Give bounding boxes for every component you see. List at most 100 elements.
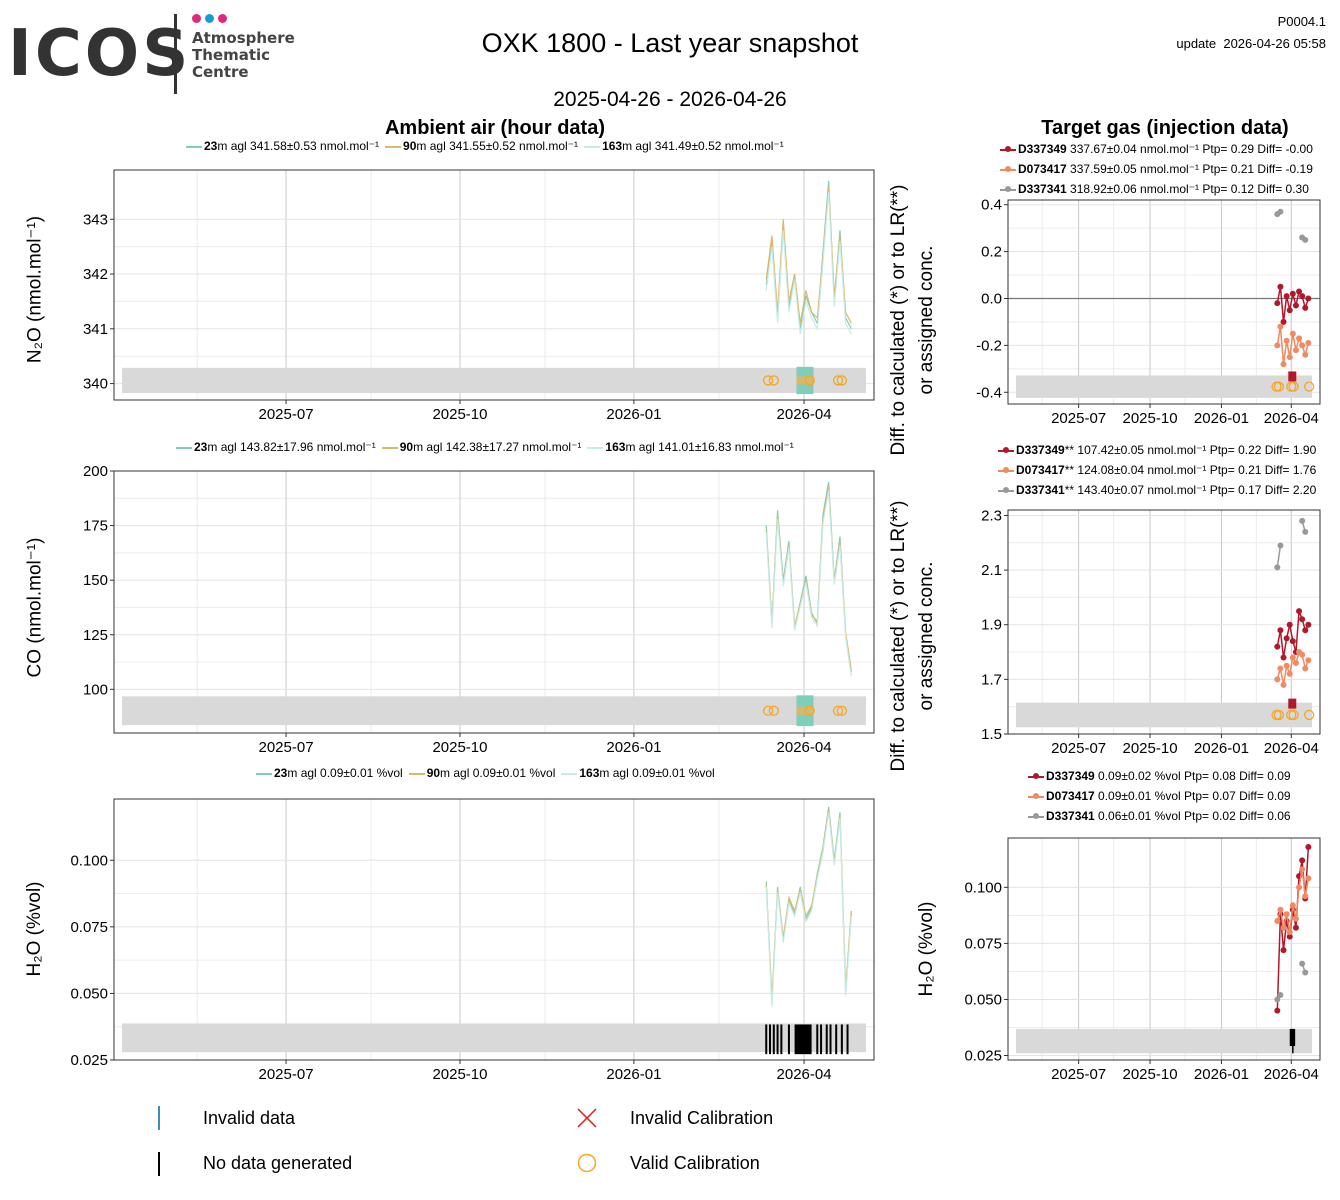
legend-item: 23m agl 0.09±0.01 %vol	[256, 766, 403, 780]
data-point	[1302, 351, 1309, 358]
data-point	[1280, 947, 1287, 954]
y-tick-label: 175	[83, 518, 108, 535]
legend-item: 23m agl 143.82±17.96 nmol.mol⁻¹	[176, 440, 376, 454]
legend-text: m agl 0.09±0.01 %vol	[599, 766, 715, 780]
data-point	[1302, 304, 1309, 311]
status-band	[122, 367, 866, 394]
data-point	[1292, 924, 1299, 931]
logo-dot-pink	[192, 14, 201, 23]
data-point	[1283, 662, 1290, 669]
data-point	[1280, 361, 1287, 368]
valid-calibration-marker	[1303, 709, 1315, 721]
logo-dot-magenta	[218, 14, 227, 23]
data-point	[1277, 906, 1284, 913]
data-point	[1277, 283, 1284, 290]
data-point	[1286, 933, 1293, 940]
x-tick-label: 2026-01	[606, 1066, 661, 1083]
y-tick-label: 1.5	[981, 726, 1002, 743]
data-point	[1299, 651, 1306, 658]
data-point	[1302, 528, 1309, 535]
data-point	[1299, 616, 1306, 623]
legend-height: 163	[602, 139, 623, 153]
y-tick-label: 342	[83, 266, 108, 283]
y-tick-label: -0.2	[976, 337, 1002, 354]
y-tick-label: 0.4	[981, 197, 1002, 214]
data-point	[1283, 337, 1290, 344]
logo-sub-line: Thematic	[192, 46, 271, 64]
y-tick-label: 100	[83, 681, 108, 698]
legend-text: ** 107.42±0.05 nmol.mol⁻¹ Ptp= 0.22 Diff…	[1064, 443, 1317, 457]
legend-item: D337341 0.06±0.01 %vol Ptp= 0.02 Diff= 0…	[1028, 806, 1291, 826]
data-point	[1302, 893, 1309, 900]
series-line	[765, 186, 852, 324]
y-tick-label: 0.100	[70, 852, 108, 869]
legend-text: ** 124.08±0.04 nmol.mol⁻¹ Ptp= 0.21 Diff…	[1064, 463, 1317, 477]
key-invalid-calibration: Invalid Calibration	[630, 1108, 774, 1128]
data-point	[1283, 911, 1290, 918]
legend-swatch	[1028, 793, 1044, 800]
plot-background	[1008, 838, 1320, 1060]
data-point	[1292, 347, 1299, 354]
legend-n2o-ambient: 23m agl 341.58±0.53 nmol.mol⁻¹ 90m agl 34…	[186, 139, 790, 153]
data-point	[1286, 929, 1293, 936]
legend-item: D337349** 107.42±0.05 nmol.mol⁻¹ Ptp= 0.…	[998, 440, 1316, 460]
key-invalid-data: Invalid data	[203, 1108, 296, 1128]
series-line	[765, 191, 852, 335]
x-tick-label: 2026-01	[606, 406, 661, 423]
legend-swatch	[1028, 813, 1044, 820]
legend-swatch	[587, 446, 604, 449]
x-tick-label: 2026-04	[777, 739, 832, 756]
valid-calibration-marker	[768, 375, 779, 386]
legend-h2o-ambient: 23m agl 0.09±0.01 %vol 90m agl 0.09±0.01 …	[256, 766, 721, 780]
valid-calibration-marker	[804, 705, 815, 716]
x-tick-label: 2026-04	[777, 406, 832, 423]
calibration-block	[1288, 371, 1297, 382]
y-tick-label: 0.050	[70, 985, 108, 1002]
x-tick-label: 2025-10	[432, 406, 487, 423]
x-tick-label: 2025-10	[1122, 410, 1177, 427]
legend-item: 90m agl 0.09±0.01 %vol	[408, 766, 555, 780]
valid-calibration-marker	[762, 375, 774, 386]
series-line	[1276, 545, 1282, 568]
legend-item: 23m agl 341.58±0.53 nmol.mol⁻¹	[186, 139, 379, 153]
legend-item: 90m agl 341.55±0.52 nmol.mol⁻¹	[385, 139, 578, 153]
y-tick-label: -0.4	[976, 384, 1002, 401]
legend-swatch	[385, 145, 402, 148]
legend-swatch	[998, 487, 1014, 494]
data-point	[1274, 676, 1281, 683]
data-point	[1274, 1007, 1281, 1014]
status-band	[1016, 1028, 1312, 1054]
x-tick-label: 2025-07	[1051, 740, 1106, 757]
logo-divider	[174, 14, 177, 94]
data-point	[1292, 659, 1299, 666]
valid-calibration-marker	[1288, 381, 1299, 392]
x-tick-label: 2025-07	[1051, 1066, 1106, 1083]
legend-height: 23	[204, 139, 218, 153]
date-range: 2025-04-26 - 2026-04-26	[553, 88, 787, 111]
data-point	[1277, 542, 1284, 549]
product-id: P0004.1	[1277, 14, 1326, 29]
data-point	[1305, 340, 1312, 347]
legend-height: 23	[274, 766, 288, 780]
x-tick-label: 2026-01	[1194, 410, 1249, 427]
data-point	[1274, 564, 1281, 571]
legend-swatch	[561, 772, 578, 775]
plot-frame	[113, 470, 875, 734]
data-point	[1296, 288, 1303, 295]
data-point	[1302, 969, 1309, 976]
data-point	[1299, 960, 1306, 967]
data-point	[1299, 517, 1306, 524]
data-point	[1289, 902, 1296, 909]
y-tick-label: 125	[83, 627, 108, 644]
data-point	[1286, 354, 1293, 361]
x-tick-label: 2026-01	[1194, 1066, 1249, 1083]
legend-tank-id: D337349	[1046, 769, 1095, 783]
data-point	[1274, 643, 1281, 650]
logo-dot-blue	[205, 14, 214, 23]
data-point	[1286, 670, 1293, 677]
key-no-data: No data generated	[203, 1153, 353, 1173]
legend-swatch	[1000, 166, 1016, 173]
x-tick-label: 2025-10	[432, 1066, 487, 1083]
no-data-block	[794, 1024, 812, 1055]
legend-item: 163m agl 0.09±0.01 %vol	[561, 766, 715, 780]
